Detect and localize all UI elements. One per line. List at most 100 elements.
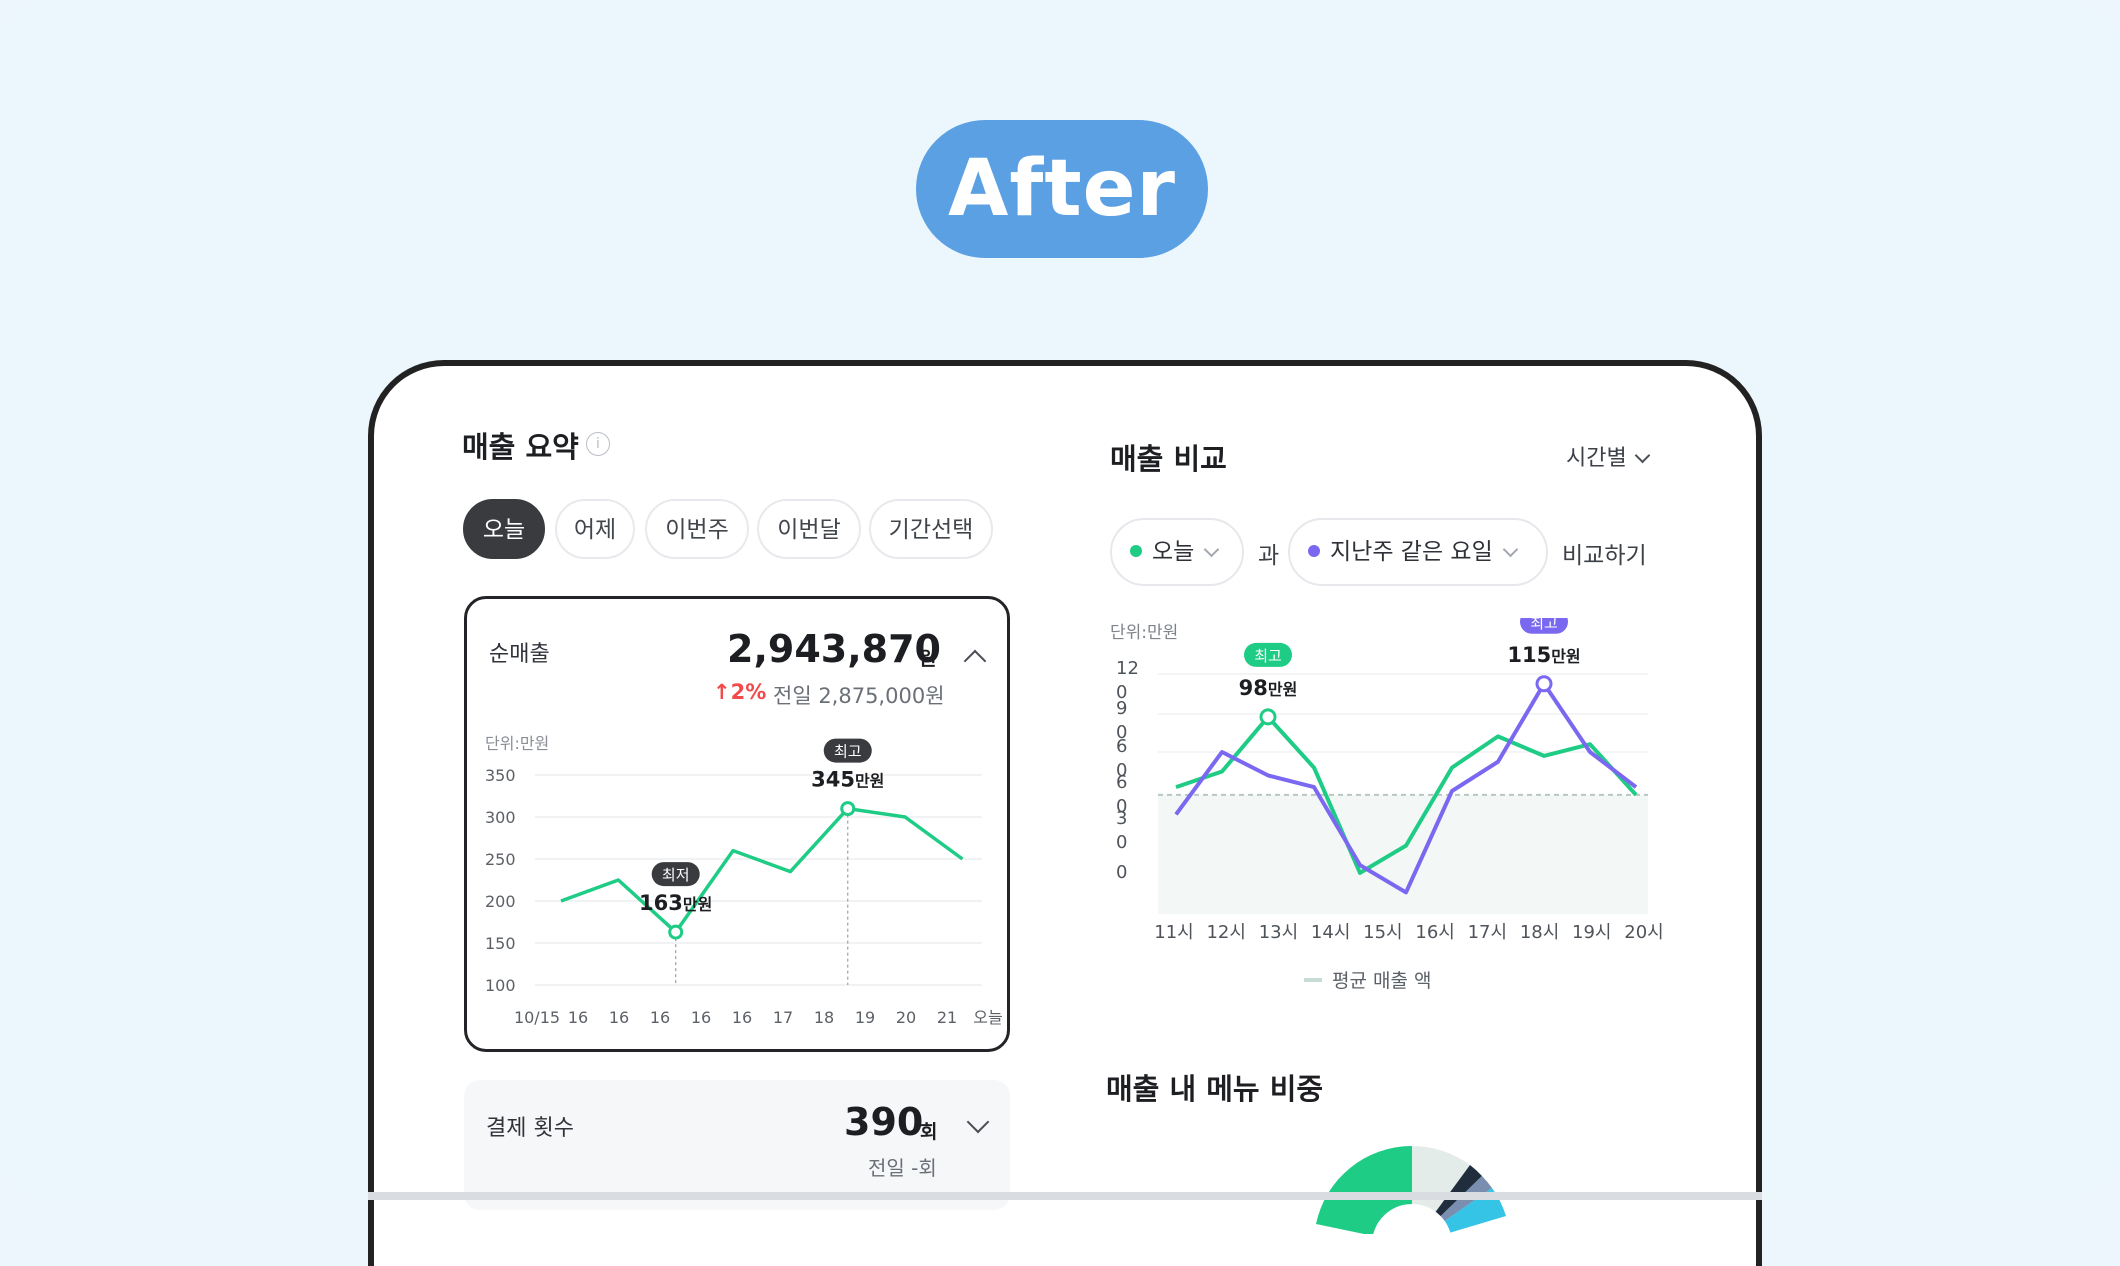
annotation-tag-bg xyxy=(651,862,700,887)
annotation-point xyxy=(840,801,856,817)
annotation-number: 345 xyxy=(811,768,855,792)
y-tick-label: 0 xyxy=(1116,832,1127,853)
after-badge: After xyxy=(916,120,1208,258)
bottom-bar xyxy=(368,1192,1762,1200)
change-percent: 2% xyxy=(730,680,767,704)
compare-action[interactable]: 비교하기 xyxy=(1562,543,1647,569)
net-sales-value: 2,943,870 xyxy=(727,627,941,671)
annotation-value: 163만원 xyxy=(639,891,712,915)
tablet-frame: 매출 요약 i 오늘 어제 이번주 이번달 기간선택 순매출 2,943,870… xyxy=(368,360,1762,1266)
x-tick-label: 16시 xyxy=(1415,922,1454,943)
annotation-tag-bg xyxy=(1244,642,1292,667)
annotation-tag-bg xyxy=(1520,618,1568,634)
series-line xyxy=(560,806,964,934)
annotation-value: 98만원 xyxy=(1239,676,1298,700)
y-tick-label: 150 xyxy=(485,934,516,953)
average-area xyxy=(1158,794,1648,914)
payments-value: 390 xyxy=(844,1100,924,1144)
chevron-down-icon xyxy=(1502,541,1519,558)
annotation-point xyxy=(668,924,684,940)
chip-this-month[interactable]: 이번달 xyxy=(757,499,861,559)
compare-title: 매출 비교 xyxy=(1110,442,1227,476)
x-tick-label: 19 xyxy=(855,1008,875,1027)
annotation-value: 345만원 xyxy=(811,768,884,792)
expand-icon[interactable] xyxy=(966,1110,990,1134)
menu-share-pie xyxy=(1316,1146,1506,1234)
y-tick-label: 350 xyxy=(485,766,516,785)
net-sales-label: 순매출 xyxy=(489,642,550,667)
annotation-tag: 최고 xyxy=(1254,647,1282,665)
x-tick-label: 15시 xyxy=(1363,922,1402,943)
chip-today[interactable]: 오늘 xyxy=(463,499,545,559)
x-tick-label: 16 xyxy=(691,1008,711,1027)
x-tick-label: 11시 xyxy=(1154,922,1193,943)
annotation-tag: 최고 xyxy=(1530,618,1558,632)
x-tick-label: 18 xyxy=(814,1008,834,1027)
y-tick-label: 0 xyxy=(1116,722,1127,743)
annotation-tag-bg xyxy=(823,738,872,763)
y-tick-label: 250 xyxy=(485,850,516,869)
y-tick-label: 0 xyxy=(1116,682,1127,703)
y-tick-label: 300 xyxy=(485,808,516,827)
period-dropdown[interactable]: 시간별 xyxy=(1566,440,1651,472)
chart-unit-label: 단위:만원 xyxy=(1110,623,1178,643)
y-tick-label: 3 xyxy=(1116,808,1127,829)
payments-unit: 회 xyxy=(920,1121,938,1143)
payments-label: 결제 횟수 xyxy=(486,1116,574,1141)
green-dot-icon xyxy=(1130,544,1142,557)
x-tick-label: 16 xyxy=(650,1008,670,1027)
annotation-value: 115만원 xyxy=(1507,643,1580,667)
annotation-unit: 만원 xyxy=(855,772,884,791)
x-tick-label: 오늘 xyxy=(973,1008,1002,1027)
annotation-number: 163 xyxy=(639,891,683,915)
y-tick-label: 200 xyxy=(485,892,516,911)
net-sales-prev: 전일 2,875,000원 xyxy=(773,684,945,708)
net-sales-card[interactable]: 순매출 2,943,870 원 ↑2% 전일 2,875,000원 단위:만원 3… xyxy=(464,596,1010,1052)
y-tick-label: 12 xyxy=(1116,658,1139,679)
chart-unit-label: 단위:만원 xyxy=(485,734,549,753)
annotation-number: 98 xyxy=(1239,676,1268,700)
chevron-down-icon xyxy=(1204,541,1220,558)
y-tick-label: 0 xyxy=(1116,760,1127,781)
info-icon[interactable]: i xyxy=(586,432,610,456)
annotation-point xyxy=(1535,675,1553,693)
x-tick-label: 17 xyxy=(773,1008,793,1027)
x-tick-label: 16 xyxy=(609,1008,629,1027)
annotation-unit: 만원 xyxy=(1551,647,1580,666)
series-line xyxy=(1174,681,1638,895)
purple-dot-icon xyxy=(1308,544,1320,557)
x-tick-label: 18시 xyxy=(1520,922,1559,943)
x-tick-label: 10/15 xyxy=(514,1008,560,1027)
annotation-unit: 만원 xyxy=(683,895,712,914)
chevron-down-icon xyxy=(1634,447,1651,464)
payments-card[interactable]: 결제 횟수 390 회 전일 -회 xyxy=(464,1080,1010,1210)
x-tick-label: 16 xyxy=(568,1008,588,1027)
x-tick-label: 17시 xyxy=(1468,922,1507,943)
net-sales-unit: 원 xyxy=(919,648,937,670)
x-tick-label: 20 xyxy=(896,1008,916,1027)
x-tick-label: 21 xyxy=(937,1008,957,1027)
annotation-number: 115 xyxy=(1507,643,1551,667)
x-tick-label: 14시 xyxy=(1311,922,1350,943)
change-arrow-icon: ↑ xyxy=(713,680,731,704)
y-tick-label: 0 xyxy=(1116,862,1127,883)
x-tick-label: 13시 xyxy=(1259,922,1298,943)
chip-period-select[interactable]: 기간선택 xyxy=(869,499,993,559)
chip-this-week[interactable]: 이번주 xyxy=(645,499,749,559)
y-tick-label: 9 xyxy=(1116,698,1127,719)
select-b[interactable]: 지난주 같은 요일 xyxy=(1288,518,1548,586)
collapse-icon[interactable] xyxy=(963,649,987,673)
net-sales-chart: 단위:만원 350 300 250 200 150 100 10/15 16 16 16 16 16 17… xyxy=(485,734,1003,1027)
compare-connector: 과 xyxy=(1258,543,1280,569)
annotation-point xyxy=(1259,708,1277,726)
select-a[interactable]: 오늘 xyxy=(1110,518,1244,586)
legend-label: 평균 매출 액 xyxy=(1332,970,1431,992)
x-tick-label: 19시 xyxy=(1572,922,1611,943)
annotation-tag: 최고 xyxy=(834,743,862,761)
x-tick-label: 20시 xyxy=(1624,922,1663,943)
chip-yesterday[interactable]: 어제 xyxy=(555,499,635,559)
x-tick-label: 16 xyxy=(732,1008,752,1027)
annotation-unit: 만원 xyxy=(1268,680,1297,699)
y-tick-label: 6 xyxy=(1116,736,1127,757)
